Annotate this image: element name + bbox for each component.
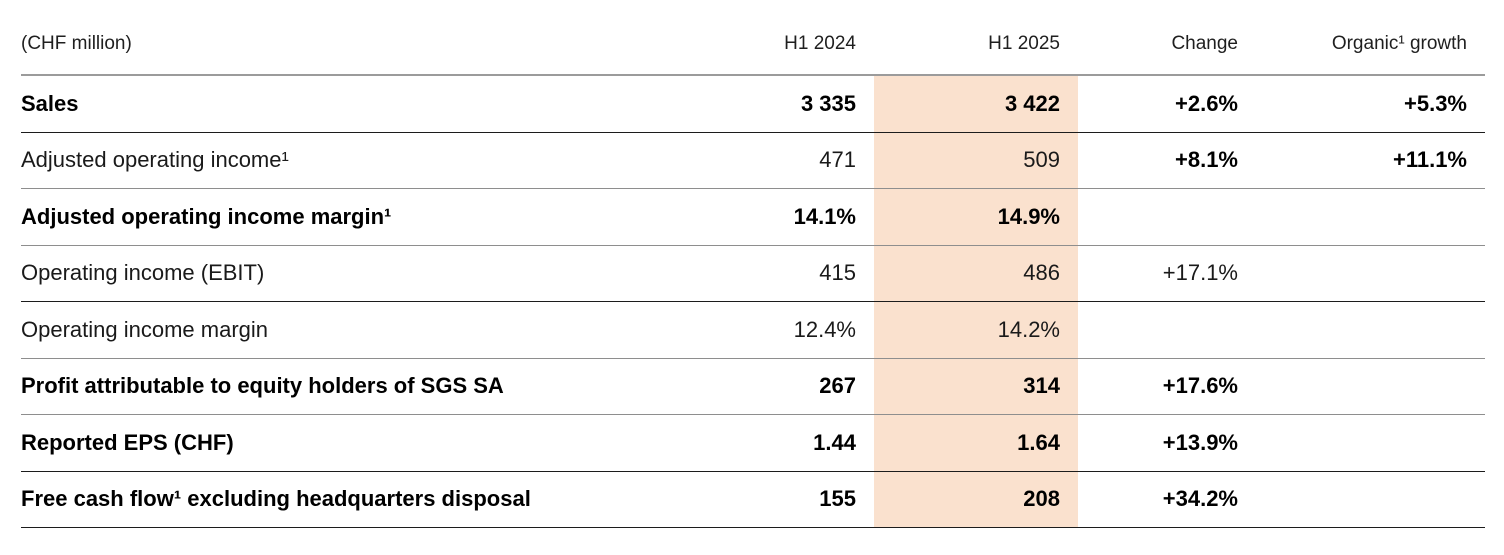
value-h1-2025: 14.2% (874, 302, 1078, 358)
value-h1-2024: 155 (819, 486, 856, 512)
value-change: +8.1% (1175, 147, 1238, 173)
value-organic-growth (1256, 359, 1485, 415)
value-h1-2024: 267 (819, 373, 856, 399)
metric-label: Operating income margin (21, 316, 269, 342)
metric-label: Reported EPS (CHF) (21, 429, 234, 455)
value-change: +2.6% (1175, 90, 1238, 116)
value-h1-2025: 509 (874, 132, 1078, 188)
value-change (1078, 302, 1256, 358)
value-h1-2025: 3 422 (874, 76, 1078, 132)
value-h1-2024: 1.44 (813, 429, 856, 455)
metric-label: Free cash flow¹ excluding headquarters d… (21, 486, 531, 512)
table-row-sales: Sales 3 335 3 422 +2.6% +5.3% (21, 76, 1485, 133)
financial-results-table: (CHF million) H1 2024 H1 2025 Change Org… (21, 14, 1485, 528)
table-row-adjusted-operating-income: Adjusted operating income¹ 471 509 +8.1%… (21, 132, 1485, 189)
value-h1-2025: 1.64 (874, 415, 1078, 471)
value-organic-growth (1256, 189, 1485, 245)
column-header-h1-2025: H1 2025 (988, 33, 1060, 54)
value-h1-2025: 314 (874, 358, 1078, 414)
value-change: +34.2% (1162, 486, 1238, 512)
value-organic-growth (1256, 302, 1485, 358)
column-header-organic-growth: Organic¹ growth (1331, 33, 1467, 54)
table-row-reported-eps: Reported EPS (CHF) 1.44 1.64 +13.9% (21, 415, 1485, 472)
table-row-operating-income-margin: Operating income margin 12.4% 14.2% (21, 302, 1485, 359)
unit-label: (CHF million) (21, 33, 132, 54)
value-organic-growth (1256, 246, 1485, 302)
value-h1-2024: 471 (819, 147, 856, 173)
value-change: +13.9% (1162, 429, 1238, 455)
value-change (1078, 189, 1256, 245)
value-h1-2024: 12.4% (793, 316, 856, 342)
metric-label: Sales (21, 90, 79, 116)
column-header-change: Change (1171, 33, 1238, 54)
metric-label: Profit attributable to equity holders of… (21, 373, 504, 399)
value-h1-2024: 415 (819, 260, 856, 286)
value-change: +17.6% (1162, 373, 1238, 399)
table-row-profit-attributable: Profit attributable to equity holders of… (21, 358, 1485, 415)
value-h1-2024: 3 335 (800, 90, 856, 116)
value-h1-2024: 14.1% (793, 203, 856, 229)
metric-label: Adjusted operating income margin¹ (21, 203, 392, 229)
value-organic-growth (1256, 472, 1485, 528)
metric-label: Operating income (EBIT) (21, 260, 265, 286)
value-organic-growth: +11.1% (1392, 147, 1467, 173)
table-row-adjusted-operating-income-margin: Adjusted operating income margin¹ 14.1% … (21, 189, 1485, 246)
value-h1-2025: 486 (874, 245, 1078, 301)
table-header-row: (CHF million) H1 2024 H1 2025 Change Org… (21, 14, 1485, 76)
value-h1-2025: 208 (874, 471, 1078, 527)
table-row-operating-income-ebit: Operating income (EBIT) 415 486 +17.1% (21, 245, 1485, 302)
column-header-h1-2024: H1 2024 (784, 33, 856, 54)
metric-label: Adjusted operating income¹ (21, 147, 289, 173)
value-h1-2025: 14.9% (874, 189, 1078, 245)
value-organic-growth: +5.3% (1404, 90, 1467, 116)
value-organic-growth (1256, 415, 1485, 471)
table-row-free-cash-flow: Free cash flow¹ excluding headquarters d… (21, 471, 1485, 528)
value-change: +17.1% (1162, 260, 1238, 286)
